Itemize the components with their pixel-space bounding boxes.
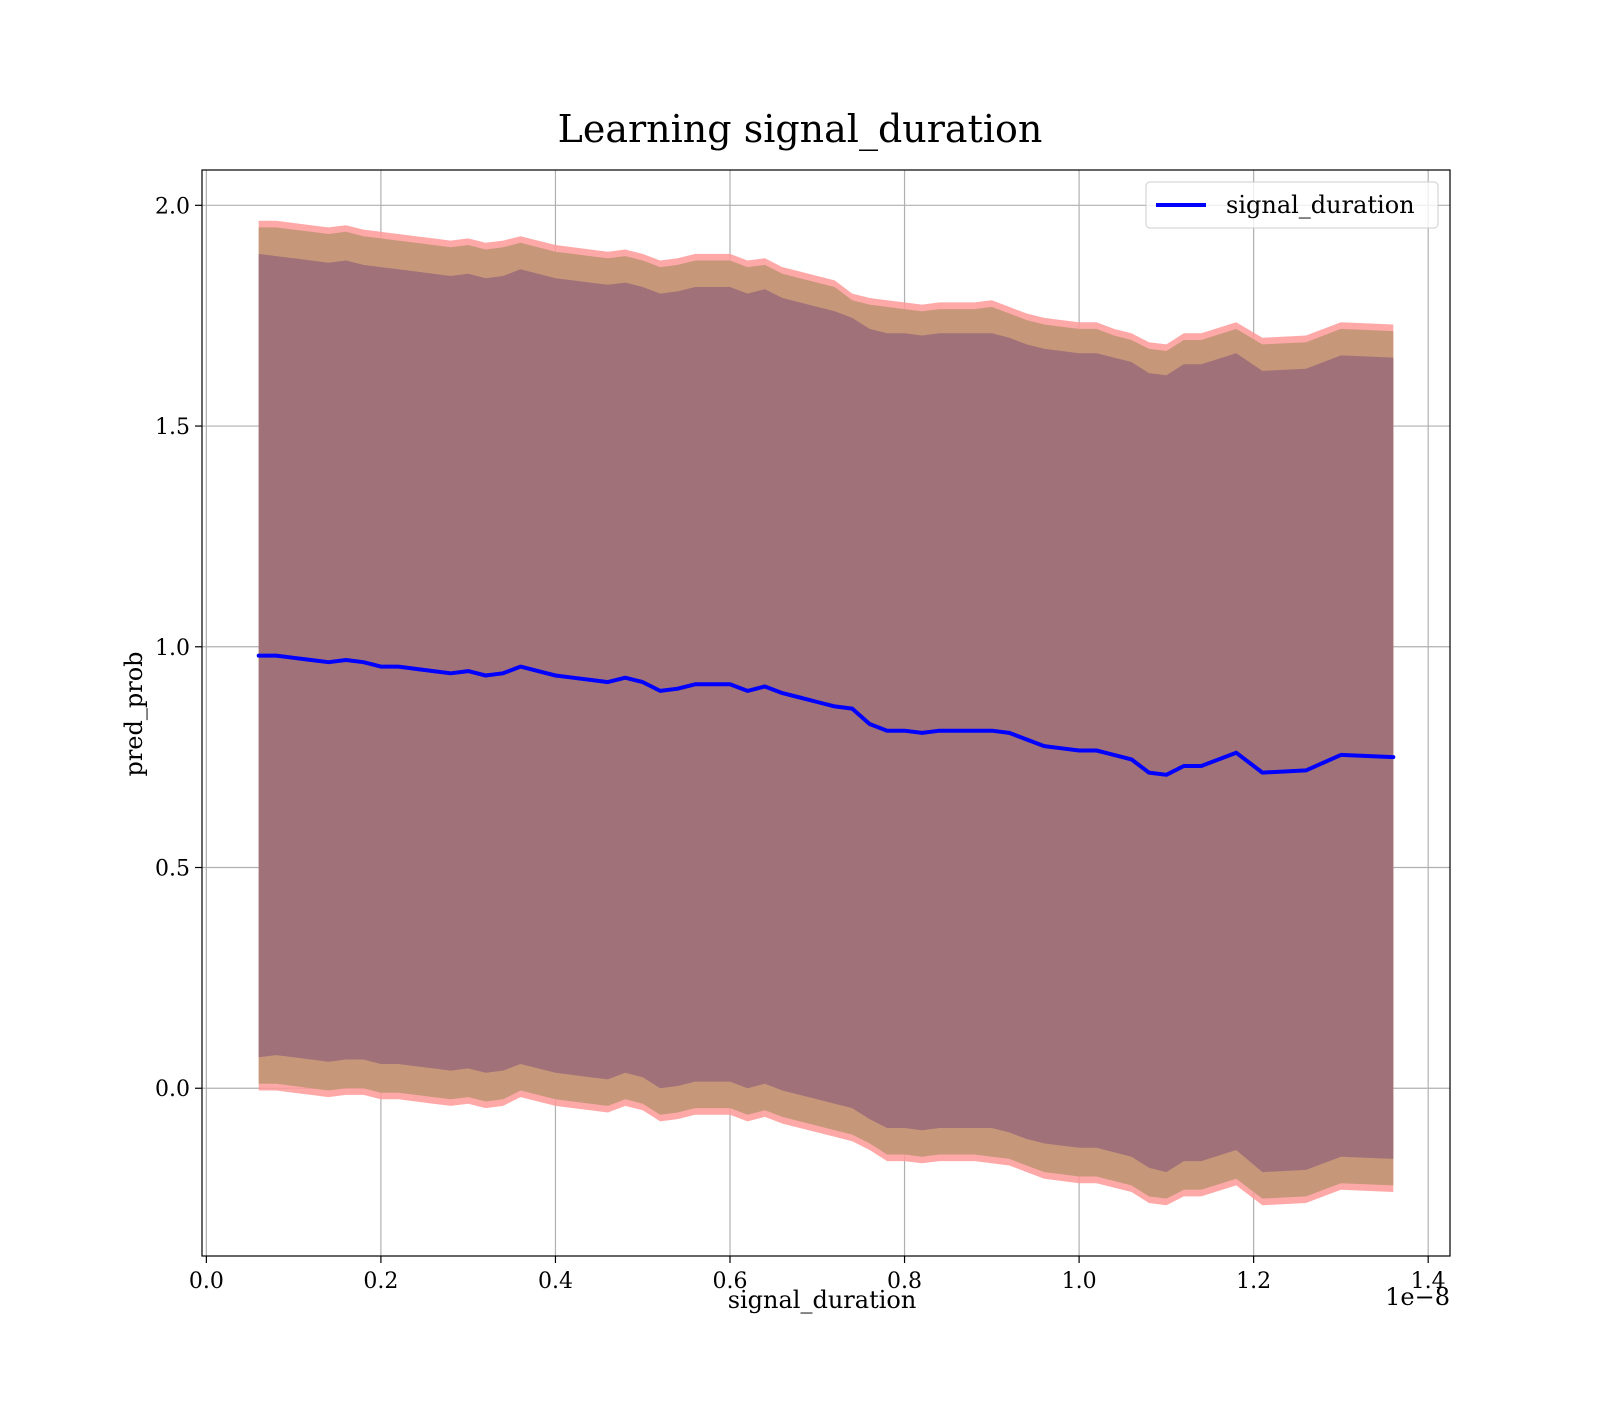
y-axis-label: pred_prob — [120, 651, 148, 776]
x-tick-label: 0.8 — [887, 1269, 922, 1294]
x-axis-label: signal_duration — [728, 1286, 917, 1314]
x-tick-label: 0.6 — [713, 1269, 748, 1294]
legend-label: signal_duration — [1226, 191, 1415, 219]
plot-area: 0.0 0.2 0.4 0.6 0.8 1.0 1.2 1.4 0.0 0.5 1.0 1.5 2.0 s… — [155, 169, 1451, 1294]
x-tick-label: 0.0 — [189, 1269, 224, 1294]
legend: signal_duration — [1145, 181, 1439, 229]
y-tick-label: 2.0 — [155, 194, 190, 219]
y-tick-label: 0.5 — [155, 857, 190, 882]
y-tick-label: 1.0 — [155, 636, 190, 661]
chart-title: Learning signal_duration — [558, 107, 1043, 152]
x-tick-label: 1.0 — [1062, 1269, 1097, 1294]
x-tick-label: 0.2 — [363, 1269, 398, 1294]
uncertainty-band-2 — [258, 253, 1394, 1173]
x-tick-label: 1.2 — [1236, 1269, 1271, 1294]
series-line-0 — [256, 653, 1396, 777]
plot-frame — [201, 169, 1451, 1257]
legend-box — [1145, 181, 1439, 229]
x-axis-offset-label: 1e−8 — [1385, 1283, 1450, 1311]
y-tick-label: 1.5 — [155, 415, 190, 440]
y-tick-label: 0.0 — [155, 1077, 190, 1102]
x-tick-label: 0.4 — [538, 1269, 573, 1294]
x-tick-label: 1.4 — [1411, 1269, 1446, 1294]
